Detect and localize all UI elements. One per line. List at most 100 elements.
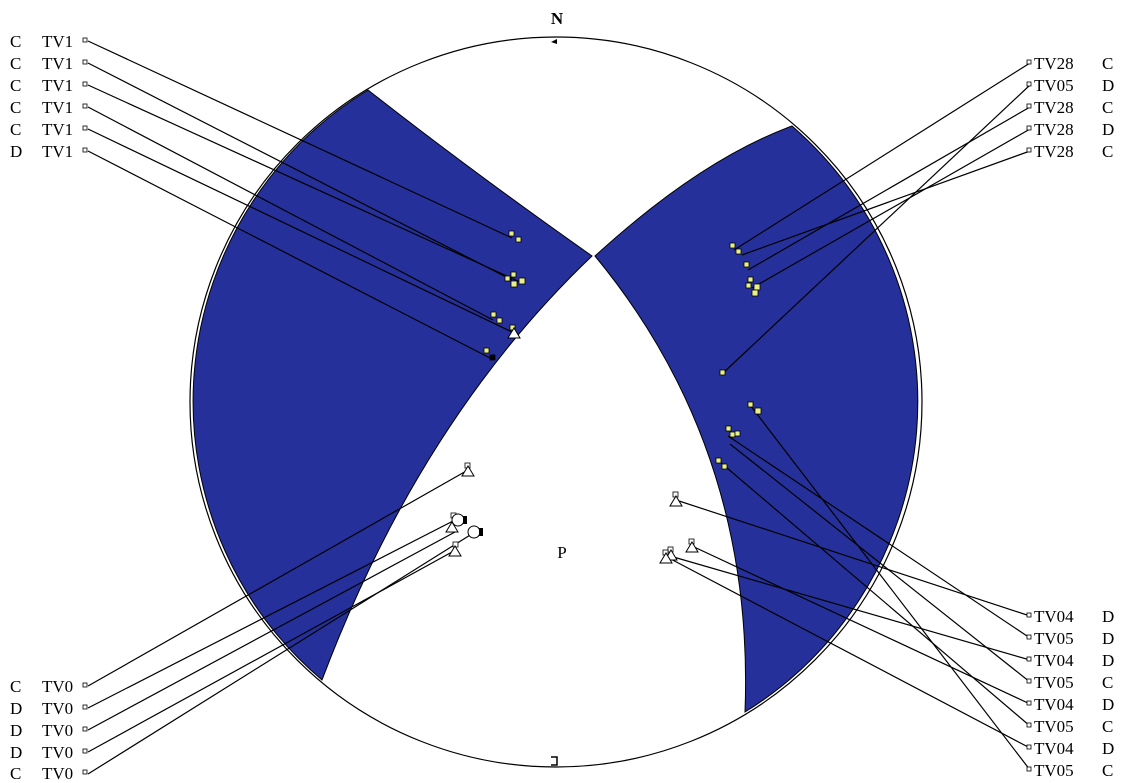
labels-left-top: C TV1 C TV1 C TV1 C TV1 C TV1 D TV1	[10, 32, 88, 161]
label-id: TV05	[1034, 629, 1074, 648]
label-code: D	[10, 699, 22, 718]
triangle-marker-icon	[669, 495, 683, 507]
label-code: C	[1102, 673, 1113, 692]
square-marker-icon	[463, 516, 467, 524]
label-id: TV28	[1034, 142, 1074, 161]
square-marker-icon	[518, 277, 526, 285]
label-id: TV0	[42, 699, 73, 718]
square-marker-icon	[490, 311, 497, 318]
square-marker-icon	[504, 275, 511, 282]
label-id: TV04	[1034, 695, 1074, 714]
label-id: TV05	[1034, 717, 1074, 736]
square-marker-icon	[729, 242, 736, 249]
leader-lines-right-top	[721, 62, 1031, 375]
labels-right-top: TV28 C TV05 D TV28 C TV28 D TV28 C	[1026, 54, 1114, 161]
square-marker-icon	[753, 283, 761, 291]
label-id: TV04	[1034, 607, 1074, 626]
primitive-circle	[189, 36, 923, 768]
square-marker-icon	[745, 282, 752, 289]
label-code: C	[1102, 761, 1113, 780]
triangle-marker-icon	[445, 521, 459, 533]
label-code: C	[10, 76, 21, 95]
square-marker-icon	[721, 463, 728, 470]
triangle-marker-icon	[659, 552, 673, 564]
label-id: TV0	[42, 764, 73, 783]
north-tick-icon	[551, 39, 557, 44]
square-marker-icon	[508, 230, 515, 237]
square-marker-icon	[729, 431, 736, 438]
label-code: D	[10, 721, 22, 740]
label-code: D	[1102, 607, 1114, 626]
label-id: TV1	[42, 54, 73, 73]
circle-marker-icon	[467, 525, 481, 539]
label-code: D	[1102, 651, 1114, 670]
square-marker-icon	[1026, 612, 1032, 772]
label-id: TV1	[42, 98, 73, 117]
left-shaded-wedge	[192, 89, 593, 681]
label-code: C	[1102, 98, 1113, 117]
label-code: D	[1102, 76, 1114, 95]
square-marker-icon	[82, 37, 88, 153]
label-code: C	[10, 764, 21, 783]
label-id: TV05	[1034, 76, 1074, 95]
label-id: TV0	[42, 721, 73, 740]
square-marker-icon	[735, 248, 742, 255]
triangle-marker-icon	[507, 327, 521, 339]
label-code: D	[1102, 695, 1114, 714]
triangle-marker-icon	[448, 545, 462, 557]
label-id: TV04	[1034, 739, 1074, 758]
label-id: TV04	[1034, 651, 1074, 670]
label-code: C	[10, 32, 21, 51]
leader-lines-right-bottom	[664, 404, 1031, 771]
label-id: TV0	[42, 743, 73, 762]
label-code: D	[10, 142, 22, 161]
square-marker-icon	[1026, 59, 1032, 153]
markers	[445, 230, 762, 564]
label-id: TV28	[1034, 98, 1074, 117]
square-marker-icon	[754, 407, 762, 415]
labels-left-bottom: C TV0 D TV0 D TV0 D TV0 C TV0	[10, 677, 88, 783]
label-id: TV1	[42, 142, 73, 161]
leader-lines-left-bottom	[87, 469, 476, 775]
right-shaded-wedge	[594, 125, 919, 713]
label-code: C	[1102, 142, 1113, 161]
label-id: TV05	[1034, 761, 1074, 780]
label-code: D	[1102, 120, 1114, 139]
square-marker-icon	[734, 430, 741, 437]
labels-right-bottom: TV04 D TV05 D TV04 D TV05 C TV04 D TV05 …	[1026, 607, 1114, 780]
label-id: TV1	[42, 32, 73, 51]
square-marker-icon	[489, 354, 496, 361]
square-marker-icon	[743, 261, 750, 268]
square-marker-icon	[483, 347, 490, 354]
square-marker-icon	[515, 236, 522, 243]
square-marker-icon	[510, 280, 518, 288]
label-id: TV05	[1034, 673, 1074, 692]
label-id: TV0	[42, 677, 73, 696]
label-code: D	[10, 743, 22, 762]
label-id: TV28	[1034, 54, 1074, 73]
square-marker-icon	[715, 457, 722, 464]
label-id: TV1	[42, 120, 73, 139]
north-label: N	[551, 9, 564, 28]
square-marker-icon	[510, 271, 517, 278]
triangle-marker-icon	[685, 541, 699, 553]
label-code: C	[10, 120, 21, 139]
label-code: C	[1102, 717, 1113, 736]
south-tick-icon	[551, 756, 558, 766]
pole-label: P	[557, 543, 566, 562]
label-code: C	[1102, 54, 1113, 73]
triangle-marker-icon	[461, 465, 475, 477]
square-marker-icon	[496, 317, 503, 324]
label-code: C	[10, 677, 21, 696]
square-marker-icon	[82, 682, 88, 775]
label-code: D	[1102, 739, 1114, 758]
square-marker-icon	[479, 528, 483, 536]
square-marker-icon	[747, 401, 754, 408]
square-marker-icon	[751, 289, 759, 297]
square-marker-icon	[747, 276, 754, 283]
square-marker-icon	[719, 369, 726, 376]
label-code: D	[1102, 629, 1114, 648]
label-id: TV1	[42, 76, 73, 95]
label-code: C	[10, 54, 21, 73]
